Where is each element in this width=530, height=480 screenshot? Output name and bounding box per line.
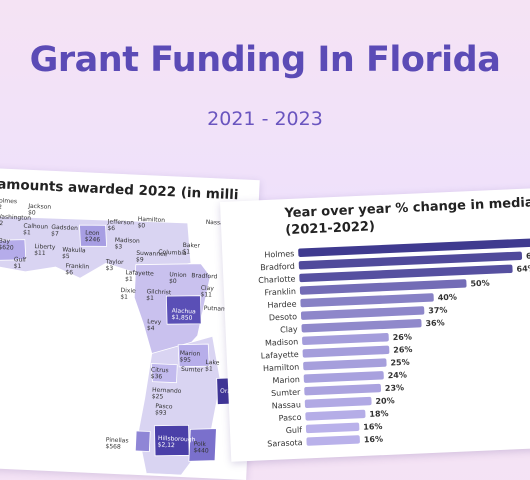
map-label-jackson: Jackson$0 [27, 203, 52, 218]
map-label-taylor: Taylor$3 [104, 258, 124, 272]
bar [298, 237, 530, 257]
bar-category-label: Holmes [264, 249, 294, 259]
bar-chart-card: Year over year % change in median g (202… [220, 187, 530, 462]
bar-value-label: 26% [393, 332, 413, 342]
bar-category-label: Charlotte [258, 274, 296, 285]
bar [304, 396, 372, 409]
bar-value-label: 67 [526, 251, 530, 260]
bar-category-label: Sarasota [267, 438, 303, 449]
bar-chart: Holmes Bradford 67 Charlotte 64% Franklin 50% H… [258, 237, 530, 449]
map-label-washington: Washington$2 [0, 213, 31, 228]
bar-value-label: 40% [438, 293, 458, 303]
bar [299, 279, 467, 295]
bar [299, 264, 513, 283]
bar [300, 306, 425, 320]
bar [300, 293, 434, 308]
map-label-gulf: Gulf$1 [13, 256, 27, 270]
map-label-columbia: Columbia [158, 249, 187, 257]
bar-value-label: 16% [363, 422, 383, 432]
bar [298, 251, 523, 270]
map-county-alachua [165, 295, 202, 325]
map-label-holmes: Holmes$2 [0, 197, 17, 212]
bar-category-label: Hamilton [263, 363, 300, 374]
map-label-gilchrist: Gilchrist$1 [146, 288, 172, 303]
map-county-marion [177, 343, 210, 368]
page-subtitle: 2021 - 2023 [207, 108, 323, 130]
map-county-bay [0, 239, 27, 261]
page-title: Grant Funding In Florida [29, 40, 501, 80]
bar-category-label: Gulf [286, 425, 303, 435]
map-label-marion: Marion$95 [179, 350, 200, 364]
bar-value-label: 25% [390, 358, 410, 368]
bar-value-label: 20% [375, 396, 395, 406]
map-county-leon [79, 224, 107, 247]
map-label-hernando: Hernando$25 [152, 387, 182, 402]
map-label-hamilton: Hamilton$0 [137, 216, 165, 231]
map-label-nassau: Nassau [206, 219, 228, 227]
map-label-wakulla: Wakulla$5 [62, 246, 86, 261]
map-card: amounts awarded 2022 (in milli Holmes$2 J… [0, 168, 260, 480]
bar-value-label: 26% [393, 345, 413, 355]
bar [303, 371, 384, 383]
map-label-alachua: Alachua$1,850 [171, 307, 196, 322]
bar-value-label: 18% [369, 409, 389, 419]
map-label-lake: Lake$1 [205, 359, 220, 373]
bar [301, 319, 422, 333]
bar-category-label: Bradford [260, 262, 295, 273]
bar-category-label: Lafayette [261, 350, 299, 361]
bar-value-label: 24% [388, 370, 408, 380]
map-label-pinellas: Pinellas$568 [105, 437, 128, 452]
bar [303, 358, 387, 371]
map-land-panhandle [0, 215, 192, 279]
map-label-citrus: Citrus$36 [151, 367, 169, 381]
map-label-jefferson: Jefferson$6 [106, 218, 134, 233]
bar [304, 383, 382, 396]
bar [305, 422, 360, 434]
bar-chart-title: Year over year % change in median g (202… [284, 193, 530, 239]
map-label-baker: Baker$1 [182, 242, 200, 256]
map-label-levy: Levy$4 [147, 318, 162, 332]
bar-category-label: Franklin [264, 287, 296, 297]
bar-value-label: 37% [428, 306, 448, 316]
bar-value-label: 16% [364, 435, 384, 445]
map-label-calhoun: Calhoun$1 [23, 223, 48, 238]
map-label-suwannee: Suwannee$9 [136, 250, 168, 265]
map-label-madison: Madison$3 [114, 237, 140, 252]
bar-category-label: Clay [280, 325, 298, 335]
map-label-sumter: Sumter [181, 366, 204, 374]
map-county-pinellas [134, 430, 151, 452]
bar-value-label: 36% [425, 318, 445, 328]
map-label-bradford: Bradford [191, 272, 218, 280]
bar-category-label: Marion [272, 375, 300, 385]
map-label-gadsden: Gadsden$7 [51, 224, 78, 239]
bar-value-label: 64% [516, 264, 530, 274]
bar [302, 333, 389, 346]
map-label-putnam: Putnam [204, 305, 227, 313]
bar-category-label: Desoto [269, 312, 298, 322]
map-label-union: Union$0 [169, 271, 187, 285]
bar-category-label: Madison [265, 337, 299, 347]
bar-category-label: Sumter [271, 388, 301, 398]
bar-category-label: Pasco [278, 413, 301, 423]
map-label-leon: Leon$246 [85, 229, 101, 243]
map-label-franklin: Franklin$6 [65, 263, 89, 278]
bar-value-label: 23% [385, 383, 405, 393]
map-label-clay: Clay$11 [200, 285, 214, 299]
bar-category-label: Nassau [272, 400, 302, 410]
map-label-liberty: Liberty$11 [34, 243, 56, 257]
map-county-citrus [150, 363, 178, 384]
map-label-lafayette: Lafayette$1 [125, 269, 154, 284]
bar-value-label: 50% [470, 279, 490, 289]
bar [306, 435, 360, 446]
bar [305, 409, 366, 421]
map-label-dixie: Dixie$1 [120, 287, 136, 301]
map-label-bay: Bay$620 [0, 237, 14, 251]
map-label-pasco: Pasco$93 [155, 403, 173, 417]
bar-category-label: Hardee [267, 300, 296, 310]
bar [302, 345, 390, 358]
